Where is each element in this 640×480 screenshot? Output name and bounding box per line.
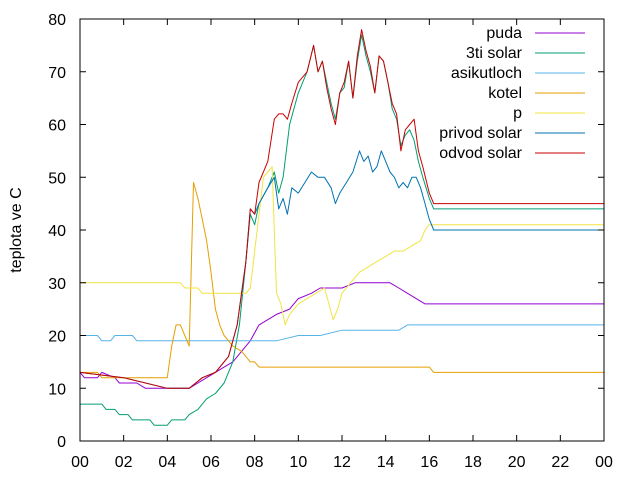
legend: puda 3ti solar asikutloch kotel p privod sola…: [439, 25, 585, 162]
series-line-p: [80, 166, 604, 326]
y-tick-label: 40: [48, 223, 66, 240]
x-tick-label: 14: [377, 454, 395, 471]
x-tick-label: 18: [464, 454, 482, 471]
legend-label: puda: [486, 25, 522, 42]
x-tick-label: 12: [333, 454, 351, 471]
x-tick-label: 02: [115, 454, 133, 471]
x-tick-label: 06: [202, 454, 220, 471]
legend-label: kotel: [488, 85, 522, 102]
legend-label: privod solar: [439, 125, 522, 142]
y-tick-label: 10: [48, 381, 66, 398]
series-line-kotel: [80, 182, 604, 379]
y-tick-label: 70: [48, 65, 66, 82]
y-tick-label: 30: [48, 276, 66, 293]
series-line-odvod-solar: [79, 29, 604, 389]
series-line-asikutloch: [80, 324, 604, 342]
legend-label: odvod solar: [439, 145, 522, 162]
x-tick-label: 20: [508, 454, 526, 471]
legend-label: 3ti solar: [466, 45, 523, 62]
y-tick-label: 60: [48, 118, 66, 135]
y-axis-label: teplota ve C: [8, 187, 25, 272]
y-tick-label: 20: [48, 329, 66, 346]
x-tick-label: 04: [158, 454, 176, 471]
y-tick-label: 80: [48, 12, 66, 29]
x-tick-label: 22: [551, 454, 569, 471]
y-tick-label: 0: [57, 434, 66, 451]
legend-label: asikutloch: [451, 65, 522, 82]
x-tick-label: 00: [595, 454, 613, 471]
y-tick-label: 50: [48, 170, 66, 187]
ticks-layer: 00 02 04 06 08 10 12 14 16 18 20 22 0001020304050607…: [48, 12, 613, 471]
x-tick-label: 08: [246, 454, 264, 471]
series-layer: [79, 29, 604, 426]
x-tick-label: 00: [71, 454, 89, 471]
series-line-puda: [79, 282, 604, 389]
legend-label: p: [513, 105, 522, 122]
x-tick-label: 16: [420, 454, 438, 471]
x-tick-label: 10: [289, 454, 307, 471]
